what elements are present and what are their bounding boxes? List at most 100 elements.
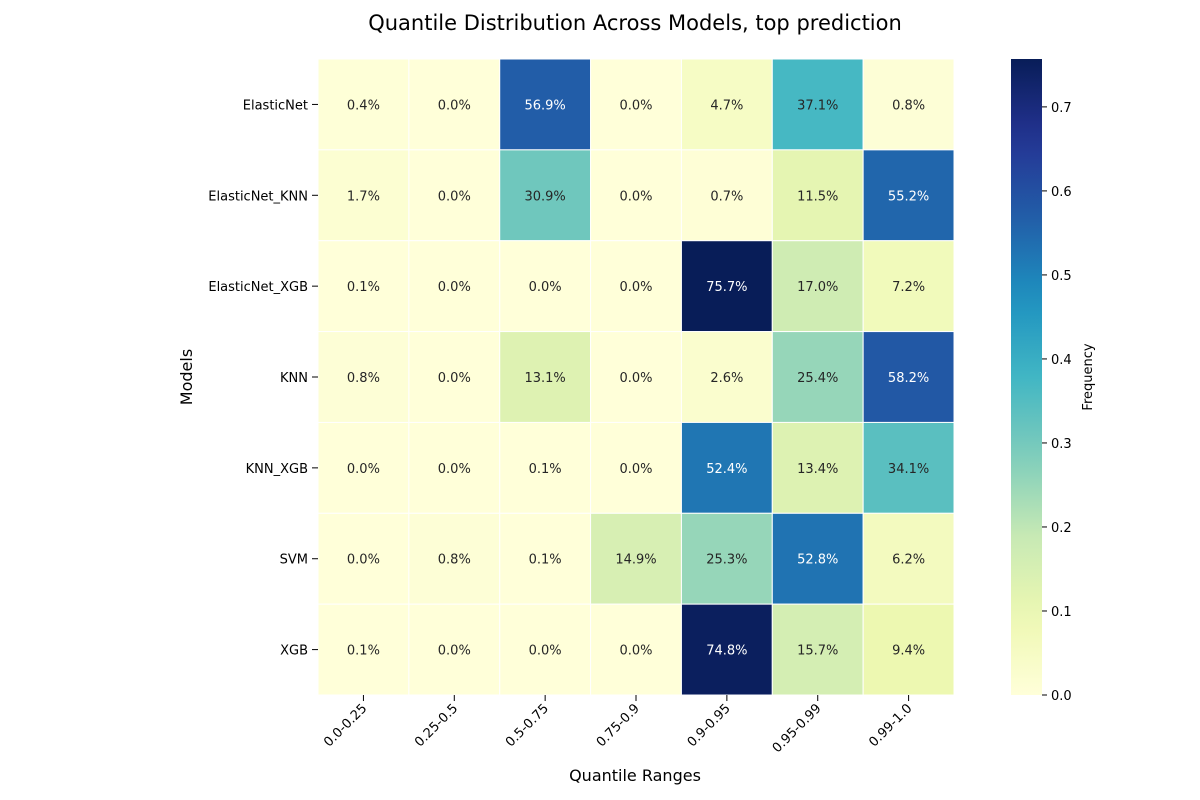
heatmap-cell (680, 603, 773, 696)
heatmap-cell (771, 331, 864, 423)
cell-value-label: 0.8% (892, 98, 925, 113)
y-tick-label: XGB (280, 644, 308, 659)
colorbar-tick-label: 0.1 (1051, 605, 1072, 620)
colorbar: 0.0 0.1 0.2 0.3 0.4 0.5 0.6 0.7 (1011, 59, 1072, 704)
cell-value-label: 4.7% (710, 98, 743, 113)
cell-value-label: 52.8% (797, 553, 838, 568)
cell-value-label: 7.2% (892, 280, 925, 295)
cell-value-label: 75.7% (706, 280, 747, 295)
cell-value-label: 52.4% (706, 462, 747, 477)
cell-value-label: 0.0% (529, 644, 562, 659)
heatmap-cell (680, 240, 773, 333)
heatmap-cell (862, 512, 955, 605)
y-tick-label: ElasticNet_KNN (208, 189, 308, 204)
heatmap-cell (590, 240, 682, 333)
heatmap-cell (590, 603, 682, 696)
cell-value-label: 37.1% (797, 98, 838, 113)
chart-title: Quantile Distribution Across Models, top… (368, 11, 902, 35)
x-tick-labels: 0.0-0.25 0.25-0.5 0.5-0.75 0.75-0.9 0.9-0.95… (321, 695, 915, 756)
cell-value-label: 0.1% (347, 644, 380, 659)
cell-value-label: 1.7% (347, 189, 380, 204)
heatmap-cell (317, 58, 410, 151)
heatmap-cell (862, 331, 955, 423)
cell-value-label: 25.3% (706, 553, 747, 568)
cell-value-label: 30.9% (524, 189, 565, 204)
y-tick-label: KNN_XGB (246, 462, 308, 477)
cell-value-label: 9.4% (892, 644, 925, 659)
cell-value-label: 0.0% (438, 189, 471, 204)
heatmap-cell (862, 240, 955, 333)
cell-value-label: 17.0% (797, 280, 838, 295)
cell-value-label: 0.0% (438, 462, 471, 477)
heatmap-grid: 0.4% 0.0% 56.9% 0.0% 4.7% 37.1% 0.8% 1.7% 0.0% 30… (317, 58, 955, 696)
x-tick-label: 0.5-0.75 (503, 701, 552, 750)
heatmap-cell (862, 603, 955, 696)
heatmap-cell (317, 240, 410, 333)
x-tick-label: 0.75-0.9 (594, 701, 643, 750)
colorbar-tick-label: 0.5 (1051, 269, 1072, 284)
heatmap-cell (499, 421, 592, 514)
cell-value-label: 14.9% (615, 553, 656, 568)
cell-value-label: 0.0% (619, 371, 652, 386)
heatmap-cell (499, 149, 592, 242)
x-tick-label: 0.99-1.0 (866, 701, 915, 750)
cell-value-label: 0.0% (619, 280, 652, 295)
heatmap-cell (590, 331, 682, 423)
heatmap-cell (771, 149, 864, 242)
cell-value-label: 0.0% (438, 98, 471, 113)
y-tick-label: KNN (280, 371, 308, 386)
heatmap-cell (408, 58, 501, 151)
heatmap-cell (590, 512, 682, 605)
cell-value-label: 13.1% (524, 371, 565, 386)
cell-value-label: 58.2% (888, 371, 929, 386)
colorbar-label: Frequency (1081, 343, 1096, 410)
cell-value-label: 0.0% (438, 644, 471, 659)
heatmap-cell (771, 603, 864, 696)
cell-value-label: 34.1% (888, 462, 929, 477)
cell-value-label: 0.0% (438, 371, 471, 386)
cell-value-label: 0.0% (347, 462, 380, 477)
y-tick-labels: ElasticNet ElasticNet_KNN ElasticNet_XGB KN… (208, 98, 318, 659)
heatmap-cell (771, 58, 864, 151)
heatmap-cell (499, 58, 592, 151)
cell-value-label: 55.2% (888, 189, 929, 204)
x-tick-label: 0.9-0.95 (685, 701, 734, 750)
cell-value-label: 0.8% (438, 553, 471, 568)
cell-value-label: 25.4% (797, 371, 838, 386)
cell-value-label: 0.0% (529, 280, 562, 295)
heatmap-cell (499, 512, 592, 605)
heatmap-cell (499, 240, 592, 333)
cell-value-label: 0.0% (619, 462, 652, 477)
heatmap-cell (317, 331, 410, 423)
heatmap-cell (862, 421, 955, 514)
y-tick-label: ElasticNet (243, 98, 308, 113)
cell-value-label: 0.0% (619, 189, 652, 204)
cell-value-label: 2.6% (710, 371, 743, 386)
heatmap-cell (680, 149, 773, 242)
y-tick-label: ElasticNet_XGB (208, 280, 308, 295)
colorbar-tick-label: 0.3 (1051, 437, 1072, 452)
heatmap-cell (680, 512, 773, 605)
heatmap-cell (317, 603, 410, 696)
y-axis-label: Models (177, 349, 196, 405)
cell-value-label: 11.5% (797, 189, 838, 204)
cell-value-label: 0.7% (710, 189, 743, 204)
colorbar-tick-label: 0.6 (1051, 185, 1072, 200)
cell-value-label: 0.1% (529, 553, 562, 568)
cell-value-label: 56.9% (524, 98, 565, 113)
heatmap-cell (408, 512, 501, 605)
heatmap-cell (590, 58, 682, 151)
heatmap-cell (499, 603, 592, 696)
cell-value-label: 15.7% (797, 644, 838, 659)
colorbar-tick-label: 0.0 (1051, 689, 1072, 704)
cell-value-label: 0.0% (347, 553, 380, 568)
colorbar-tick-label: 0.2 (1051, 521, 1072, 536)
heatmap-cell (862, 149, 955, 242)
heatmap-cell (771, 240, 864, 333)
cell-value-label: 74.8% (706, 644, 747, 659)
heatmap-cell (680, 58, 773, 151)
heatmap-cell (408, 331, 501, 423)
x-axis-label: Quantile Ranges (569, 766, 701, 785)
y-tick-label: SVM (280, 553, 308, 568)
cell-value-label: 0.1% (529, 462, 562, 477)
